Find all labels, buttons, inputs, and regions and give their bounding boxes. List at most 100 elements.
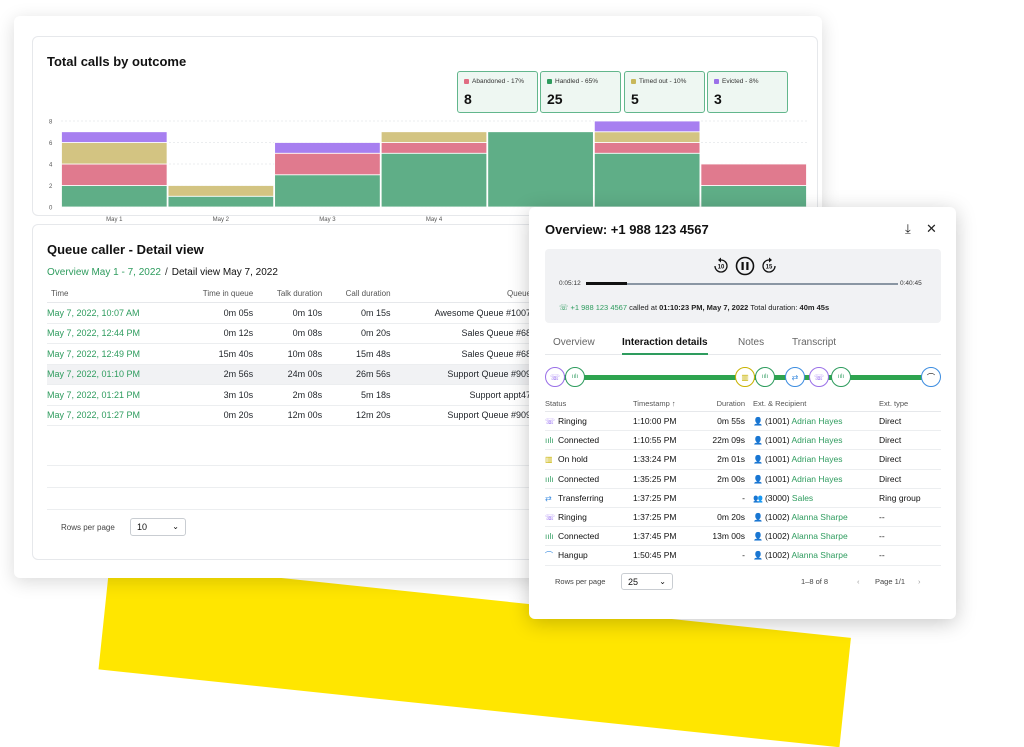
bar-segment[interactable] xyxy=(167,185,275,197)
outcome-stat-value: 8 xyxy=(464,91,472,107)
playback-progress[interactable] xyxy=(586,282,898,285)
breadcrumb-overview-link[interactable]: Overview May 1 - 7, 2022 xyxy=(47,267,161,278)
table-row[interactable]: May 7, 2022, 12:44 PM 0m 12s 0m 08s 0m 20s S… xyxy=(47,323,531,344)
outcome-stat-card[interactable]: Handled - 65% 25 xyxy=(540,71,621,113)
column-header[interactable]: Timestamp ↑ xyxy=(633,396,705,412)
table-cell: Support appt47 xyxy=(390,384,531,406)
call-time-link[interactable]: May 7, 2022, 12:49 PM xyxy=(47,343,178,365)
outcome-stat-card[interactable]: Timed out - 10% 5 xyxy=(624,71,705,113)
call-time-link[interactable]: May 7, 2022, 12:44 PM xyxy=(47,323,178,344)
column-header[interactable]: Call duration xyxy=(322,285,391,303)
bar-segment[interactable] xyxy=(61,185,168,208)
bar-segment[interactable] xyxy=(593,120,701,133)
ringing-node-icon[interactable]: ☏ xyxy=(545,367,565,387)
connected-icon: ıılı xyxy=(545,532,554,542)
bar-segment[interactable] xyxy=(593,152,701,208)
close-icon[interactable]: ✕ xyxy=(926,221,937,236)
table-cell: 0m 05s xyxy=(177,302,254,324)
table-row[interactable]: ☏ Ringing 1:37:25 PM 0m 20s 👤 (1002) Alanna S… xyxy=(545,507,941,528)
recipient-link[interactable]: Adrian Hayes xyxy=(791,473,843,484)
table-row[interactable]: May 7, 2022, 01:21 PM 3m 10s 2m 08s 5m 18s S… xyxy=(47,384,531,406)
connected-node-icon[interactable]: ıılı xyxy=(755,367,775,387)
bar-segment[interactable] xyxy=(593,131,701,143)
table-row[interactable]: ⌒ Hangup 1:50:45 PM - 👤 (1002) Alanna Sharpe -… xyxy=(545,545,941,566)
column-header[interactable]: Talk duration xyxy=(253,285,323,303)
column-header[interactable]: Duration xyxy=(705,396,753,412)
call-time-link[interactable]: May 7, 2022, 01:10 PM xyxy=(47,364,178,385)
bar-segment[interactable] xyxy=(167,195,275,208)
tab-overview[interactable]: Overview xyxy=(553,337,595,348)
table-cell: 0m 20s xyxy=(322,323,391,344)
call-time-link[interactable]: May 7, 2022, 10:07 AM xyxy=(47,302,178,324)
column-header[interactable]: Ext. type xyxy=(879,396,941,412)
recipient-cell: 👤 (1002) Alanna Sharpe xyxy=(753,526,879,547)
bar-segment[interactable] xyxy=(61,131,168,143)
tab-transcript[interactable]: Transcript xyxy=(792,337,837,348)
table-row[interactable]: May 7, 2022, 01:27 PM 0m 20s 12m 00s 12m 20… xyxy=(47,405,531,426)
bar-segment[interactable] xyxy=(700,185,807,208)
breadcrumb-current: Detail view May 7, 2022 xyxy=(171,267,278,278)
recipient-link[interactable]: Alanna Sharpe xyxy=(791,512,848,523)
bar-segment[interactable] xyxy=(700,163,807,186)
column-header[interactable]: Time in queue xyxy=(177,285,254,303)
bar-segment[interactable] xyxy=(274,174,381,208)
table-cell: 26m 56s xyxy=(322,364,391,385)
connected-node-icon[interactable]: ıılı xyxy=(831,367,851,387)
tab-notes[interactable]: Notes xyxy=(738,337,765,348)
column-header[interactable]: Status xyxy=(545,396,633,412)
caller-number[interactable]: +1 988 123 4567 xyxy=(570,303,627,312)
table-row[interactable]: ıılı Connected 1:37:45 PM 13m 00s 👤 (1002) Al… xyxy=(545,526,941,547)
call-time-link[interactable]: May 7, 2022, 01:21 PM xyxy=(47,384,178,406)
column-header[interactable]: Ext. & Recipient xyxy=(753,396,879,412)
table-row[interactable]: ıılı Connected 1:10:55 PM 22m 09s 👤 (1001) Ad… xyxy=(545,430,941,451)
timestamp-cell: 1:10:00 PM xyxy=(633,411,705,432)
table-row[interactable]: ☏ Ringing 1:10:00 PM 0m 55s 👤 (1001) Adrian H… xyxy=(545,411,941,432)
table-row[interactable]: May 7, 2022, 01:10 PM 2m 56s 24m 00s 26m 56… xyxy=(47,364,531,385)
rewind-10-icon[interactable]: 10 xyxy=(714,257,728,273)
transfer-node-icon[interactable]: ⇄ xyxy=(785,367,805,387)
tab-interaction-details[interactable]: Interaction details xyxy=(622,337,708,355)
rows-per-page-select[interactable]: 10 ⌄ xyxy=(130,518,186,536)
bar-segment[interactable] xyxy=(274,152,381,176)
bar-segment[interactable] xyxy=(487,131,594,208)
next-page-icon[interactable]: › xyxy=(918,577,921,586)
status-cell: ▥ On hold xyxy=(545,449,633,470)
outcome-stat-card[interactable]: Evicted - 8% 3 xyxy=(707,71,788,113)
column-header[interactable]: Queue xyxy=(390,285,531,303)
recipient-link[interactable]: Adrian Hayes xyxy=(791,416,843,427)
bar-segment[interactable] xyxy=(274,142,381,154)
recipient-link[interactable]: Sales xyxy=(791,492,814,503)
call-time-link[interactable]: May 7, 2022, 01:27 PM xyxy=(47,405,178,426)
bar-segment[interactable] xyxy=(61,142,168,165)
ringing-node-icon[interactable]: ☏ xyxy=(809,367,829,387)
hangup-node-icon[interactable]: ⌒ xyxy=(921,367,941,387)
recipient-link[interactable]: Alanna Sharpe xyxy=(791,531,848,542)
table-row[interactable]: ▥ On hold 1:33:24 PM 2m 01s 👤 (1001) Adrian H… xyxy=(545,449,941,470)
table-row[interactable]: ıılı Connected 1:35:25 PM 2m 00s 👤 (1001) Adr… xyxy=(545,469,941,489)
download-icon[interactable]: ⤓ xyxy=(905,221,911,236)
table-row[interactable]: May 7, 2022, 10:07 AM 0m 05s 0m 10s 0m 15s A… xyxy=(47,302,531,324)
bar-segment[interactable] xyxy=(380,131,488,143)
status-label: Connected xyxy=(558,435,600,446)
column-header[interactable]: Time xyxy=(47,285,178,303)
bar-segment[interactable] xyxy=(61,163,168,186)
table-row[interactable]: ⇄ Transferring 1:37:25 PM - 👥 (3000) Sales Rin… xyxy=(545,488,941,508)
ext-type-cell: Direct xyxy=(879,469,941,489)
forward-15-icon[interactable]: 15 xyxy=(762,257,776,273)
bar-segment[interactable] xyxy=(593,142,701,154)
recipient-link[interactable]: Adrian Hayes xyxy=(791,435,843,446)
timestamp-cell: 1:10:55 PM xyxy=(633,430,705,451)
rows-per-page-select[interactable]: 25 ⌄ xyxy=(621,573,673,590)
connected-node-icon[interactable]: ıılı xyxy=(565,367,585,387)
bar-segment[interactable] xyxy=(380,152,488,208)
recipient-link[interactable]: Alanna Sharpe xyxy=(791,550,848,561)
bar-segment[interactable] xyxy=(380,142,488,154)
table-row[interactable]: May 7, 2022, 12:49 PM 15m 40s 10m 08s 15m 4… xyxy=(47,343,531,365)
person-icon: 👤 xyxy=(753,436,763,446)
outcome-stat-card[interactable]: Abandoned - 17% 8 xyxy=(457,71,538,113)
pause-button[interactable] xyxy=(735,256,755,276)
hold-node-icon[interactable]: ▥ xyxy=(735,367,755,387)
previous-page-icon[interactable]: ‹ xyxy=(857,577,860,586)
empty-row-divider xyxy=(47,487,531,488)
recipient-link[interactable]: Adrian Hayes xyxy=(791,454,843,465)
